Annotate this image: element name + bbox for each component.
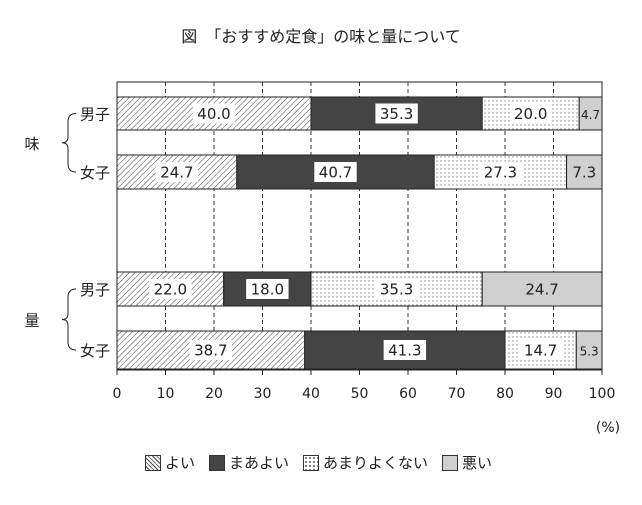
data-label: 38.7 (194, 342, 227, 360)
x-tick-label: 100 (589, 386, 616, 402)
data-label: 35.3 (380, 281, 413, 299)
x-tick-label: 20 (205, 386, 223, 402)
bar-segment (116, 154, 238, 190)
x-tick-label: 70 (448, 386, 466, 402)
legend-item: よい (145, 452, 195, 473)
chart-title: 図 「おすすめ定食」の味と量について (181, 27, 461, 46)
data-label: 20.0 (514, 105, 547, 123)
data-label: 24.7 (160, 164, 193, 182)
data-label: 7.3 (572, 164, 596, 182)
row-label: 女子 (80, 342, 110, 360)
legend: よい まあよい あまりよくない 悪い (145, 452, 492, 473)
group-label: 量 (24, 312, 39, 330)
data-label-bg (155, 162, 199, 182)
x-tick-label: 30 (254, 386, 272, 402)
data-label: 18.0 (251, 281, 284, 299)
data-label-bg (567, 162, 601, 182)
data-label: 40.7 (319, 164, 352, 182)
bar-segment (481, 96, 580, 131)
legend-label: あまりよくない (323, 454, 429, 472)
data-label: 22.0 (154, 281, 187, 299)
data-label-bg (192, 103, 236, 124)
x-tick-label: 80 (496, 386, 514, 402)
group-label: 味 (24, 135, 39, 153)
group-bracket (61, 113, 77, 173)
legend-swatch (209, 454, 226, 471)
data-label-bg (580, 103, 601, 124)
x-tick-label: 10 (157, 386, 175, 402)
data-label: 27.3 (484, 164, 517, 182)
data-label-bg (577, 340, 601, 360)
data-label-bg (519, 340, 562, 360)
data-label: 24.7 (525, 281, 558, 299)
legend-label: 悪い (462, 454, 493, 472)
legend-item: まあよい (209, 452, 289, 473)
data-label-bg (520, 279, 564, 299)
x-tick-label: 90 (545, 386, 563, 402)
data-label-bg (314, 162, 357, 182)
x-tick-label: 60 (399, 386, 417, 402)
data-label-bg (375, 279, 418, 299)
x-tick-label: 0 (113, 386, 122, 402)
data-label-bg (246, 279, 289, 299)
x-tick-label: 40 (302, 386, 320, 402)
data-label: 4.7 (581, 108, 600, 122)
data-label: 35.3 (380, 105, 413, 123)
x-tick-label: 50 (351, 386, 369, 402)
legend-swatch (442, 454, 459, 471)
data-label-bg (509, 103, 552, 124)
legend-label: まあよい (229, 454, 290, 472)
data-label: 14.7 (524, 342, 557, 360)
legend-item: あまりよくない (303, 452, 428, 473)
data-label: 5.3 (580, 345, 599, 359)
legend-label: よい (165, 454, 196, 472)
group-bracket (61, 288, 77, 351)
data-label: 40.0 (197, 105, 230, 123)
data-label-bg (149, 279, 192, 299)
unit-label: (%) (596, 420, 620, 436)
data-label-bg (375, 103, 418, 124)
data-label-bg (189, 340, 233, 360)
data-label-bg (383, 340, 427, 360)
row-label: 男子 (80, 106, 110, 124)
row-label: 女子 (80, 164, 110, 182)
legend-swatch (145, 454, 161, 471)
legend-item: 悪い (442, 452, 492, 473)
data-label: 41.3 (388, 342, 421, 360)
legend-swatch (303, 454, 320, 471)
row-label: 男子 (80, 281, 110, 299)
data-label-bg (479, 162, 522, 182)
